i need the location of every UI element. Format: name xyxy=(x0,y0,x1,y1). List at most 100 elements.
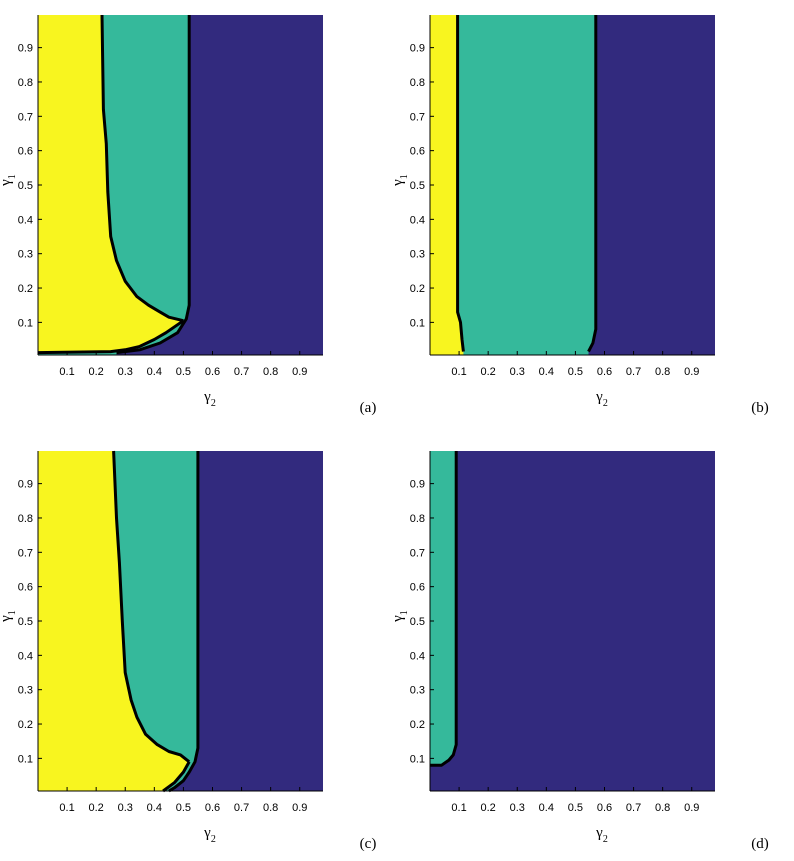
y-axis-label: γ1 xyxy=(0,610,18,623)
x-axis-label: γ2 xyxy=(595,825,608,845)
yellow-lower-boundary xyxy=(162,761,191,793)
x-tick-label: 0.2 xyxy=(89,366,104,378)
x-tick-label: 0.5 xyxy=(568,366,583,378)
x-tick-label: 0.8 xyxy=(263,802,278,814)
x-tick-label: 0.5 xyxy=(176,366,191,378)
y-axis-label-subscript: 1 xyxy=(7,174,18,179)
yellow-lower-boundary xyxy=(37,319,185,355)
y-tick-label: 0.1 xyxy=(18,317,33,329)
y-tick-label: 0.7 xyxy=(410,547,425,559)
y-tick-label: 0.6 xyxy=(410,146,425,158)
y-axis-label-subscript: 1 xyxy=(399,610,410,615)
x-axis-label-subscript: 2 xyxy=(603,834,608,845)
x-tick-label: 0.4 xyxy=(147,366,162,378)
y-tick-label: 0.1 xyxy=(410,317,425,329)
yellow-region xyxy=(430,15,464,355)
x-tick-label: 0.8 xyxy=(263,366,278,378)
x-tick-label: 0.6 xyxy=(597,802,612,814)
y-tick-label: 0.8 xyxy=(18,77,33,89)
y-tick-label: 0.3 xyxy=(18,685,33,697)
x-tick-label: 0.4 xyxy=(539,366,554,378)
y-tick-label: 0.5 xyxy=(410,616,425,628)
panel-caption: (a) xyxy=(360,400,377,416)
y-tick-label: 0.2 xyxy=(410,719,425,731)
panel-a: 0.1 0.2 0.3 0.4 0.5 0.6 0.7 0.8 0.9 0.1 0.2 0.3 0.4 0… xyxy=(0,14,377,416)
y-axis-label-subscript: 1 xyxy=(399,174,410,179)
y-tick-label: 0.7 xyxy=(410,111,425,123)
y-axis-label: γ1 xyxy=(390,174,410,187)
y-axis-label-subscript: 1 xyxy=(7,610,18,615)
yellow-region xyxy=(38,451,190,791)
teal-navy-boundary xyxy=(168,451,200,793)
x-tick-label: 0.7 xyxy=(234,366,249,378)
y-tick-label: 0.1 xyxy=(18,753,33,765)
x-tick-label: 0.9 xyxy=(292,802,307,814)
y-axis-label: γ1 xyxy=(0,174,18,187)
x-tick-label: 0.3 xyxy=(510,802,525,814)
x-tick-label: 0.1 xyxy=(451,802,466,814)
panel-d: 0.1 0.2 0.3 0.4 0.5 0.6 0.7 0.8 0.9 0.1 0.2 0.3 0.4 0… xyxy=(390,451,769,852)
x-axis-label: γ2 xyxy=(595,389,608,409)
y-tick-label: 0.8 xyxy=(410,77,425,89)
x-tick-label: 0.9 xyxy=(684,366,699,378)
x-tick-label: 0.8 xyxy=(655,366,670,378)
x-axis-label: γ2 xyxy=(203,389,216,409)
y-tick-label: 0.2 xyxy=(18,283,33,295)
y-tick-label: 0.6 xyxy=(18,582,33,594)
navy-region xyxy=(430,451,715,791)
panel-caption: (d) xyxy=(751,836,769,852)
y-tick-label: 0.8 xyxy=(410,513,425,525)
x-tick-label: 0.7 xyxy=(626,802,641,814)
x-tick-label: 0.1 xyxy=(451,366,466,378)
x-tick-label: 0.2 xyxy=(481,802,496,814)
x-tick-label: 0.6 xyxy=(205,366,220,378)
x-axis-label: γ2 xyxy=(203,825,216,845)
teal-navy-boundary xyxy=(116,15,191,355)
y-axis-label: γ1 xyxy=(390,610,410,623)
x-tick-label: 0.5 xyxy=(568,802,583,814)
yellow-teal-boundary xyxy=(112,450,191,763)
y-tick-label: 0.6 xyxy=(18,146,33,158)
x-tick-label: 0.3 xyxy=(510,366,525,378)
x-axis-label-subscript: 2 xyxy=(211,834,216,845)
y-tick-label: 0.5 xyxy=(18,616,33,628)
teal-navy-boundary xyxy=(430,451,458,767)
y-tick-label: 0.4 xyxy=(410,214,425,226)
x-tick-label: 0.2 xyxy=(89,802,104,814)
y-tick-label: 0.2 xyxy=(410,283,425,295)
panel-b: 0.1 0.2 0.3 0.4 0.5 0.6 0.7 0.8 0.9 0.1 0.2 0.3 0.4 0… xyxy=(390,15,769,416)
y-tick-label: 0.7 xyxy=(18,547,33,559)
yellow-teal-boundary xyxy=(456,15,465,352)
x-tick-label: 0.8 xyxy=(655,802,670,814)
y-tick-label: 0.4 xyxy=(18,650,33,662)
x-axis-label-subscript: 2 xyxy=(211,398,216,409)
x-tick-label: 0.4 xyxy=(539,802,554,814)
x-tick-label: 0.1 xyxy=(59,802,74,814)
y-tick-label: 0.5 xyxy=(410,180,425,192)
y-tick-label: 0.1 xyxy=(410,753,425,765)
panel-c: 0.1 0.2 0.3 0.4 0.5 0.6 0.7 0.8 0.9 0.1 0.2 0.3 0.4 0… xyxy=(0,450,377,852)
y-tick-label: 0.9 xyxy=(18,43,33,55)
y-tick-label: 0.3 xyxy=(18,249,33,261)
x-tick-label: 0.4 xyxy=(147,802,162,814)
x-tick-label: 0.9 xyxy=(292,366,307,378)
y-tick-label: 0.3 xyxy=(410,249,425,261)
panel-caption: (c) xyxy=(360,836,377,852)
x-tick-label: 0.3 xyxy=(118,366,133,378)
y-tick-label: 0.5 xyxy=(18,180,33,192)
y-tick-label: 0.7 xyxy=(18,111,33,123)
x-tick-label: 0.6 xyxy=(205,802,220,814)
x-axis-label-subscript: 2 xyxy=(603,398,608,409)
teal-region xyxy=(430,451,457,791)
x-tick-label: 0.3 xyxy=(118,802,133,814)
y-tick-label: 0.9 xyxy=(410,479,425,491)
y-tick-label: 0.8 xyxy=(18,513,33,525)
x-tick-label: 0.5 xyxy=(176,802,191,814)
y-tick-label: 0.3 xyxy=(410,685,425,697)
y-tick-label: 0.9 xyxy=(18,479,33,491)
x-tick-label: 0.2 xyxy=(481,366,496,378)
y-tick-label: 0.6 xyxy=(410,582,425,594)
x-tick-label: 0.1 xyxy=(59,366,74,378)
teal-region xyxy=(430,15,596,355)
